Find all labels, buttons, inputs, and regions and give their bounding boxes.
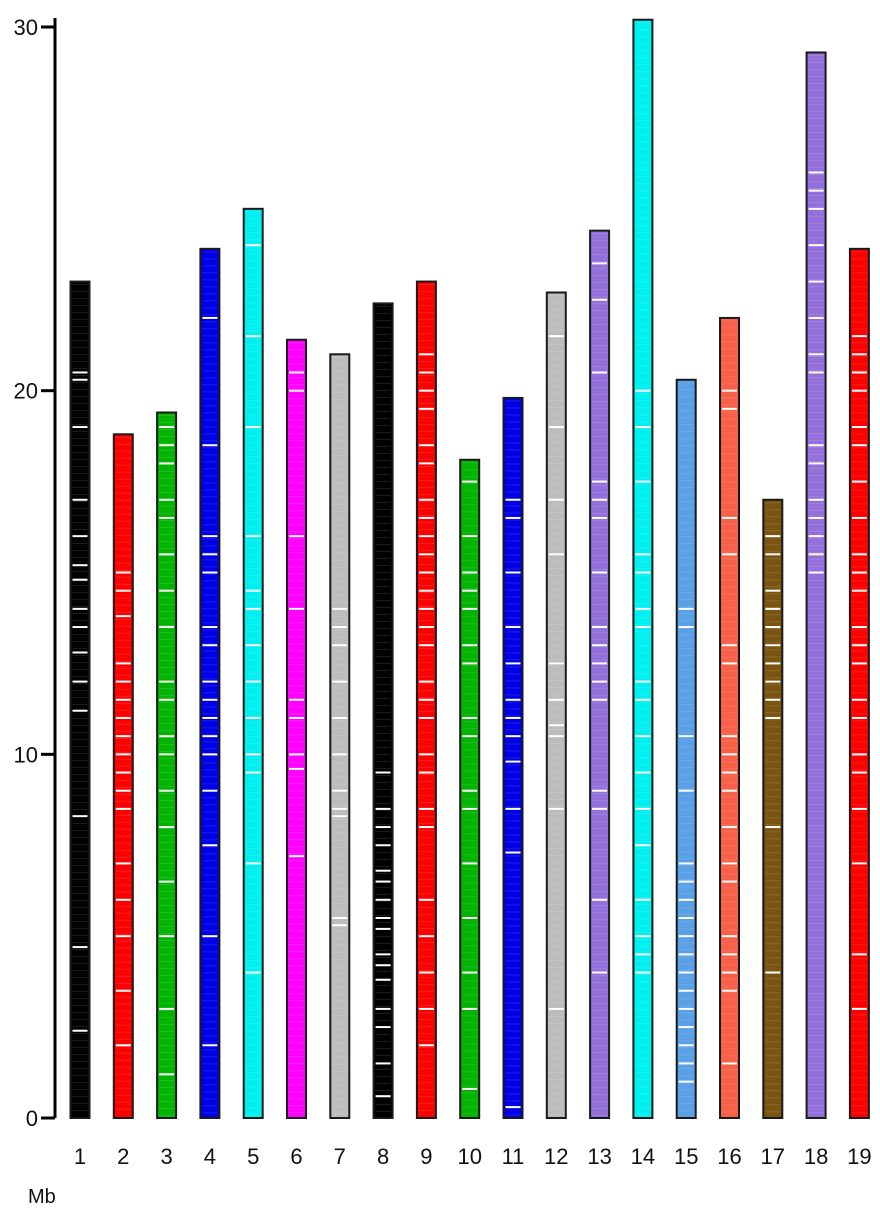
- chromosome-label: 10: [457, 1144, 481, 1169]
- chromosome-bar-12: [545, 291, 567, 1119]
- chromosome-label: 11: [502, 1144, 525, 1169]
- chromosome-label: 2: [117, 1144, 129, 1169]
- chromosome-bar-body: [69, 280, 91, 1120]
- chromosome-bar-10: [459, 458, 481, 1120]
- chromosome-bar-body: [199, 247, 221, 1119]
- chromosome-bar-body: [156, 411, 178, 1119]
- chromosome-bar-1: [69, 280, 91, 1120]
- chromosome-bar-body: [502, 396, 524, 1119]
- y-tick-label: 30: [14, 15, 38, 40]
- chromosome-bar-9: [415, 280, 437, 1120]
- chromosome-bar-body: [762, 498, 784, 1119]
- chromosome-label: 18: [804, 1144, 828, 1169]
- chromosome-bar-2: [112, 433, 134, 1120]
- chromosome-bar-body: [848, 247, 870, 1119]
- chromosome-bar-11: [502, 396, 524, 1119]
- chromosome-bar-body: [242, 207, 264, 1120]
- chromosome-label: 16: [717, 1144, 741, 1169]
- chromosome-label: 12: [544, 1144, 568, 1169]
- chromosome-bar-15: [675, 378, 697, 1119]
- chromosome-bar-body: [372, 302, 394, 1119]
- chromosome-label: 3: [160, 1144, 172, 1169]
- y-axis: 0 10 20 30: [14, 15, 57, 1131]
- chromosome-label: 13: [587, 1144, 611, 1169]
- chromosome-bar-19: [848, 247, 870, 1119]
- chromosome-label: 4: [204, 1144, 216, 1169]
- chromosome-bar-4: [199, 247, 221, 1119]
- chromosome-bar-body: [286, 338, 307, 1119]
- chromosome-label: 19: [847, 1144, 871, 1169]
- y-tick-label: 10: [14, 742, 38, 767]
- chromosome-label: 15: [674, 1144, 698, 1169]
- chromosome-bar-body: [112, 433, 134, 1120]
- chromosome-label: 9: [420, 1144, 432, 1169]
- chromosome-label: 14: [631, 1144, 655, 1169]
- chromosome-label: 6: [290, 1144, 302, 1169]
- chromosome-bar-body: [719, 316, 740, 1119]
- chromosome-bar-body: [632, 18, 654, 1119]
- chromosome-bar-body: [545, 291, 567, 1119]
- chromosome-bar-5: [242, 207, 264, 1120]
- y-tick-label: 0: [26, 1106, 38, 1131]
- chromosome-label: 7: [334, 1144, 346, 1169]
- chromosome-bar-body: [675, 378, 697, 1119]
- unit-label: Mb: [28, 1186, 56, 1208]
- chromosome-bar-3: [156, 411, 178, 1119]
- chromosome-bar-body: [459, 458, 481, 1120]
- chromosome-bar-14: [632, 18, 654, 1119]
- chromosome-label: 1: [74, 1144, 86, 1169]
- chromosome-label: 5: [247, 1144, 259, 1169]
- chromosome-bar-6: [286, 338, 307, 1119]
- y-tick-label: 20: [14, 379, 38, 404]
- chromosome-bar-body: [589, 229, 611, 1120]
- chromosome-bar-18: [805, 51, 827, 1119]
- chromosome-bar-body: [329, 353, 351, 1119]
- chromosome-bar-16: [719, 316, 740, 1119]
- chromosome-bar-8: [372, 302, 394, 1119]
- chromosome-bar-7: [329, 353, 351, 1119]
- chromosome-bars: [69, 18, 870, 1120]
- chromosome-label: 8: [377, 1144, 389, 1169]
- chromosome-labels: 1 2 3 4 5 6 7 8 9 10 11 12 13 14 15 16 17 18 19: [74, 1144, 872, 1169]
- chromosome-bar-13: [589, 229, 611, 1120]
- chromosome-bar-17: [762, 498, 784, 1119]
- chromosome-label: 17: [761, 1144, 785, 1169]
